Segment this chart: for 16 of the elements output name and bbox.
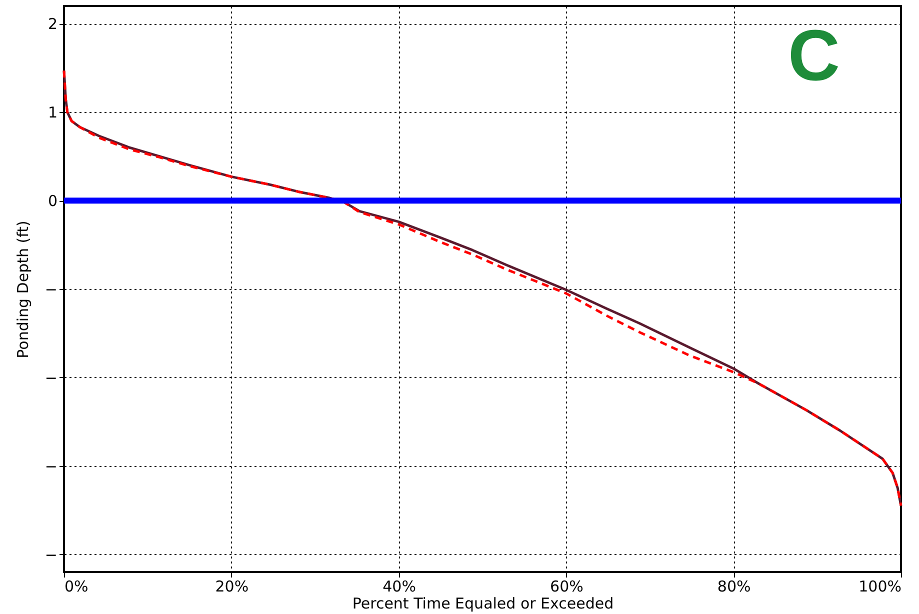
y-axis-title: Ponding Depth (ft): [14, 220, 32, 358]
x-tick-label: 40%: [382, 578, 416, 596]
x-axis-title: Percent Time Equaled or Exceeded: [352, 594, 614, 612]
x-tick-label: 100%: [858, 578, 902, 596]
y-tick-label: −: [44, 546, 58, 564]
x-tick-label: 60%: [550, 578, 584, 596]
y-tick-label: −: [44, 457, 58, 476]
y-tick-label: −: [44, 280, 58, 298]
x-tick-label: 20%: [215, 578, 249, 596]
annotation: C: [788, 16, 840, 96]
x-tick-label: 0%: [64, 578, 88, 596]
y-tick-label: 0: [48, 192, 58, 210]
x-tick-label: 80%: [717, 578, 751, 596]
y-tick-label: 2: [48, 15, 58, 34]
y-tick-label: 1: [48, 104, 58, 122]
y-tick-label: −: [44, 368, 58, 387]
